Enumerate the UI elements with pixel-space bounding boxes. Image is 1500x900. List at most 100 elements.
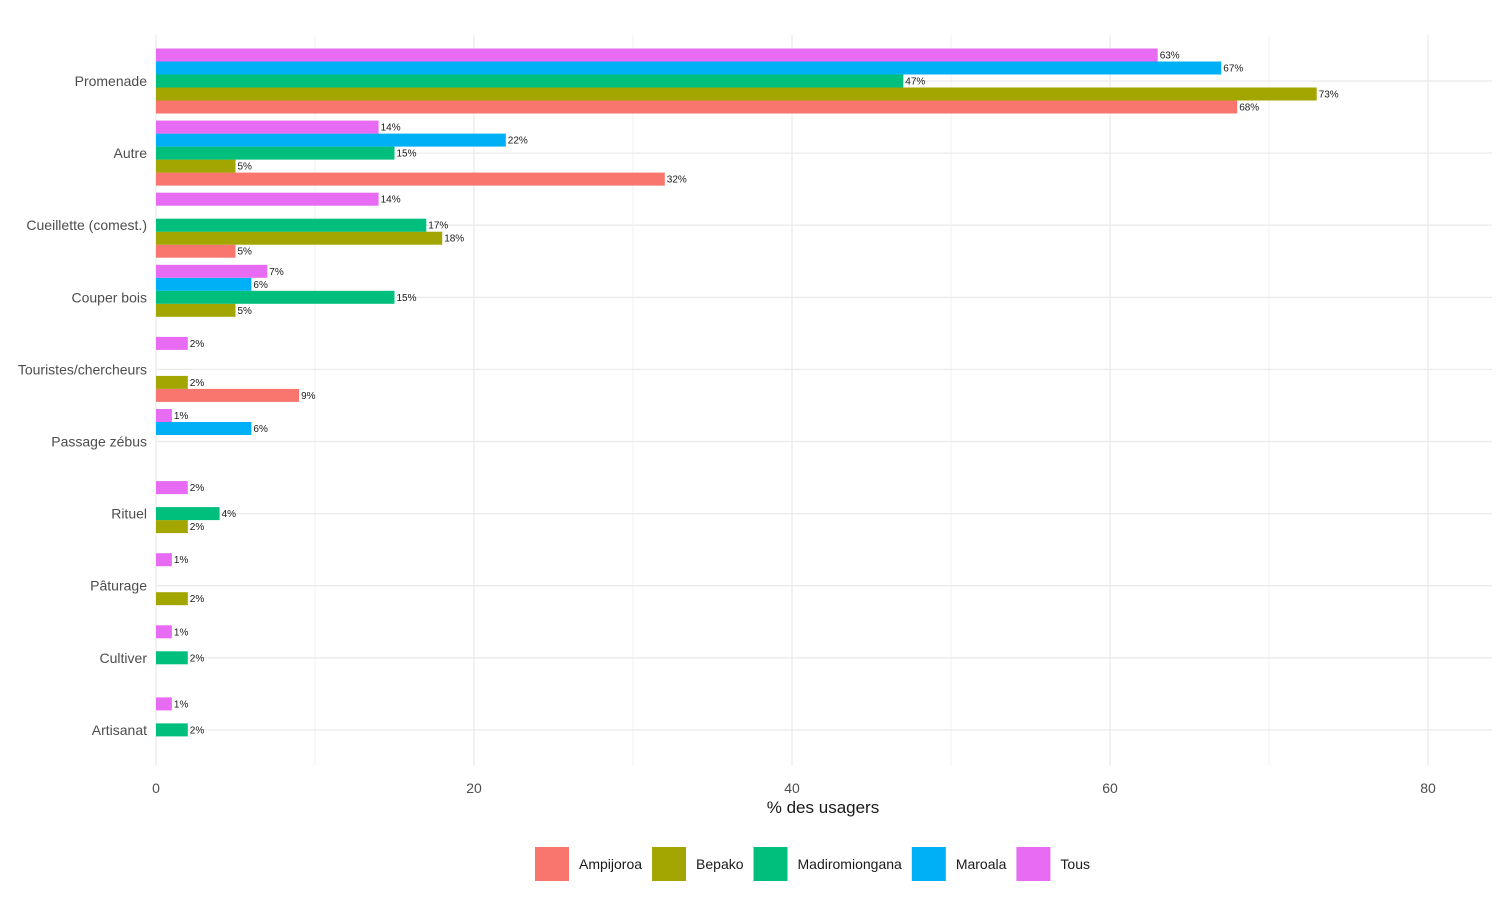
bar-value-label: 14% [381, 195, 401, 206]
bar-value-label: 18% [444, 234, 464, 245]
bar-value-label: 6% [253, 280, 268, 291]
x-tick-label: 60 [1102, 780, 1118, 796]
bar-value-label: 15% [397, 149, 417, 160]
bar-value-label: 5% [238, 247, 253, 258]
category-label: Passage zébus [51, 434, 147, 450]
x-tick-label: 0 [152, 780, 160, 796]
bar-value-label: 68% [1239, 103, 1259, 114]
category-label: Touristes/chercheurs [18, 361, 147, 377]
x-tick-label: 80 [1420, 780, 1436, 796]
bar-value-label: 2% [190, 522, 205, 533]
bar-value-label: 9% [301, 391, 316, 402]
bar-value-label: 63% [1160, 51, 1180, 62]
value-labels-layer: 68% 73% 47% 67% 63% 32% 5% 15% 22% 14% 5% 18% 17% 14%… [174, 51, 1339, 737]
bar [156, 303, 236, 317]
bar-value-label: 2% [190, 653, 205, 664]
bar [156, 61, 1222, 75]
bar-value-label: 73% [1319, 90, 1339, 101]
bar-value-label: 2% [190, 725, 205, 736]
bar-value-label: 6% [253, 424, 268, 435]
legend-label: Maroala [956, 856, 1007, 872]
bar [156, 553, 172, 567]
x-tick-label: 40 [784, 780, 800, 796]
bar-value-label: 1% [174, 411, 189, 422]
category-label: Cueillette (comest.) [26, 217, 147, 233]
bar [156, 336, 188, 350]
x-axis: 0 20 40 60 80 [152, 780, 1436, 796]
legend-item: Tous [1016, 847, 1090, 881]
legend-key [911, 847, 946, 881]
bar-value-label: 2% [190, 339, 205, 350]
bar [156, 697, 172, 711]
legend-key [1016, 847, 1051, 881]
legend-item: Madiromiongana [753, 847, 902, 881]
legend-label: Bepako [696, 856, 744, 872]
y-axis: Promenade Autre Cueillette (comest.) Couper… [18, 73, 147, 738]
bar [156, 133, 506, 147]
category-label: Pâturage [90, 578, 147, 594]
bar [156, 388, 300, 402]
legend-item: Ampijoroa [535, 847, 642, 881]
bar-value-label: 15% [397, 293, 417, 304]
bar-value-label: 7% [269, 267, 284, 278]
bar [156, 192, 379, 206]
bar [156, 507, 220, 521]
category-label: Autre [114, 145, 148, 161]
bar [156, 520, 188, 534]
category-label: Promenade [75, 73, 148, 89]
bar-value-label: 5% [238, 162, 253, 173]
bar-value-label: 17% [428, 221, 448, 232]
legend-label: Tous [1060, 856, 1090, 872]
bar [156, 74, 904, 88]
legend-item: Bepako [652, 847, 744, 881]
bar-value-label: 1% [174, 699, 189, 710]
bar [156, 651, 188, 665]
legend-item: Maroala [911, 847, 1007, 881]
legend-key [753, 847, 788, 881]
bar-value-label: 32% [667, 175, 687, 186]
category-label: Cultiver [100, 650, 148, 666]
bar [156, 172, 665, 186]
bar-value-label: 67% [1223, 64, 1243, 75]
bar [156, 277, 252, 291]
bar [156, 592, 188, 606]
legend-key [652, 847, 687, 881]
bar-value-label: 14% [381, 123, 401, 134]
bars-layer [156, 48, 1317, 737]
bar-value-label: 2% [190, 378, 205, 389]
bar [156, 159, 236, 173]
bar-value-label: 1% [174, 555, 189, 566]
category-label: Rituel [111, 506, 147, 522]
legend-label: Madiromiongana [798, 856, 902, 872]
bar-value-label: 1% [174, 627, 189, 638]
bar [156, 100, 1238, 114]
legend-key [535, 847, 569, 881]
bar [156, 146, 395, 160]
bar [156, 409, 172, 422]
legend: Ampijoroa Bepako Madiromiongana Maroala Tous [535, 847, 1090, 881]
bar [156, 625, 172, 639]
bar-value-label: 5% [238, 306, 253, 317]
bar [156, 120, 379, 134]
category-label: Artisanat [92, 722, 147, 738]
bar-value-label: 47% [905, 77, 925, 88]
bar-value-label: 2% [190, 483, 205, 494]
legend-label: Ampijoroa [579, 856, 642, 872]
bar [156, 481, 188, 495]
category-label: Couper bois [72, 289, 148, 305]
bar-value-label: 4% [222, 509, 237, 520]
bar [156, 422, 252, 435]
bar [156, 244, 236, 258]
bar [156, 723, 188, 737]
bar [156, 375, 188, 389]
bar [156, 290, 395, 304]
bar [156, 231, 443, 245]
bar [156, 218, 427, 232]
bar [156, 87, 1317, 101]
x-tick-label: 20 [466, 780, 482, 796]
bar-value-label: 2% [190, 594, 205, 605]
x-axis-title: % des usagers [767, 798, 879, 817]
bar [156, 264, 268, 278]
bar [156, 48, 1158, 62]
